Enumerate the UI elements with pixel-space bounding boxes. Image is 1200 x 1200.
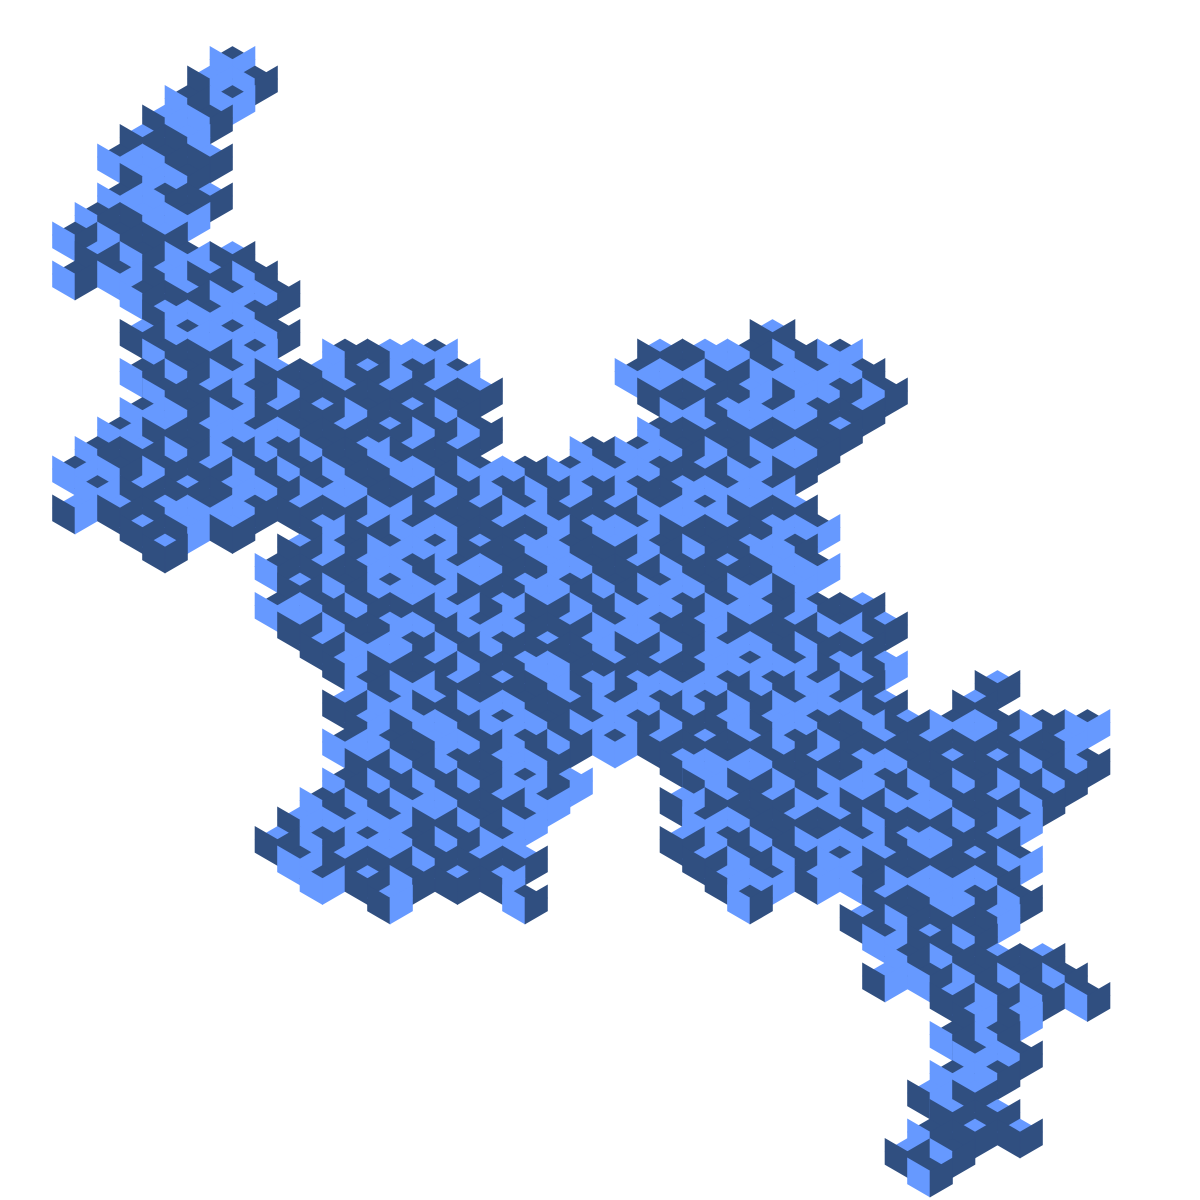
rhombus-tile [1019,1118,1043,1159]
rhombus-tile [164,533,188,574]
rhombus-tile [524,884,548,925]
rhombus-tile [232,513,256,555]
rhombus-tiles [51,45,1111,1198]
rhombus-tile [1087,981,1111,1023]
rhombus-tile [749,884,773,925]
rhombus-tile [389,884,413,925]
rhombus-tile [929,1157,953,1198]
